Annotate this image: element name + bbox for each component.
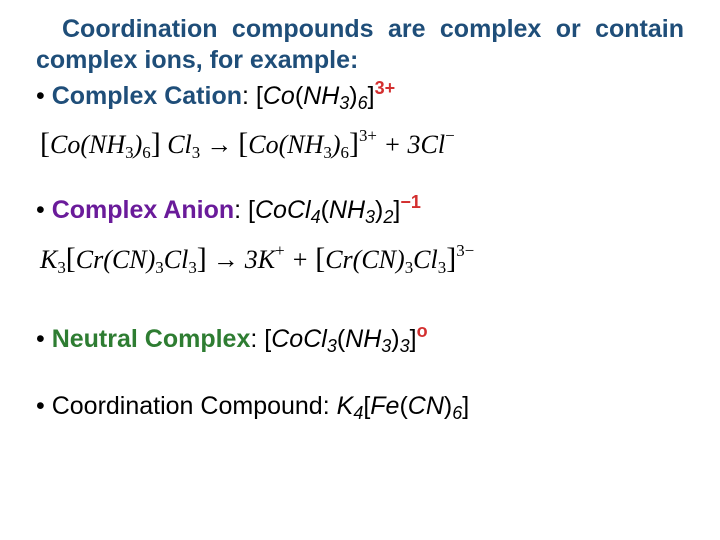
bullet-neutral-complex: • Neutral Complex: [CoCl3(NH3)3]o <box>36 320 684 357</box>
formula-cation: [Co(NH3)6] <box>256 82 375 110</box>
bullet-coordination-compound: • Coordination Compound: K4[Fe(CN)6] <box>36 391 684 425</box>
slide-content: Coordination compounds are complex or co… <box>0 0 720 435</box>
formula-anion: [CoCl4(NH3)2] <box>248 196 400 224</box>
charge-anion: −1 <box>400 192 421 212</box>
label-cation: Complex Cation <box>52 82 242 110</box>
intro-text: Coordination compounds are complex or co… <box>36 14 684 75</box>
charge-cation: 3+ <box>375 78 396 98</box>
formula-compound: K4[Fe(CN)6] <box>337 392 470 420</box>
label-compound: Coordination Compound <box>52 392 323 420</box>
bullet-complex-anion: • Complex Anion: [CoCl4(NH3)2]−1 <box>36 191 684 228</box>
equation-1: [Co(NH3)6] Cl3→[Co(NH3)6]3+ + 3Cl− <box>36 126 684 163</box>
equation-2: K3[Cr(CN)3Cl3]→3K+ + [Cr(CN)3Cl3]3− <box>36 241 684 278</box>
label-neutral: Neutral Complex <box>52 325 251 353</box>
charge-neutral: o <box>417 321 428 341</box>
formula-neutral: [CoCl3(NH3)3] <box>264 325 416 353</box>
bullet-complex-cation: • Complex Cation: [Co(NH3)6]3+ <box>36 77 684 114</box>
label-anion: Complex Anion <box>52 196 234 224</box>
